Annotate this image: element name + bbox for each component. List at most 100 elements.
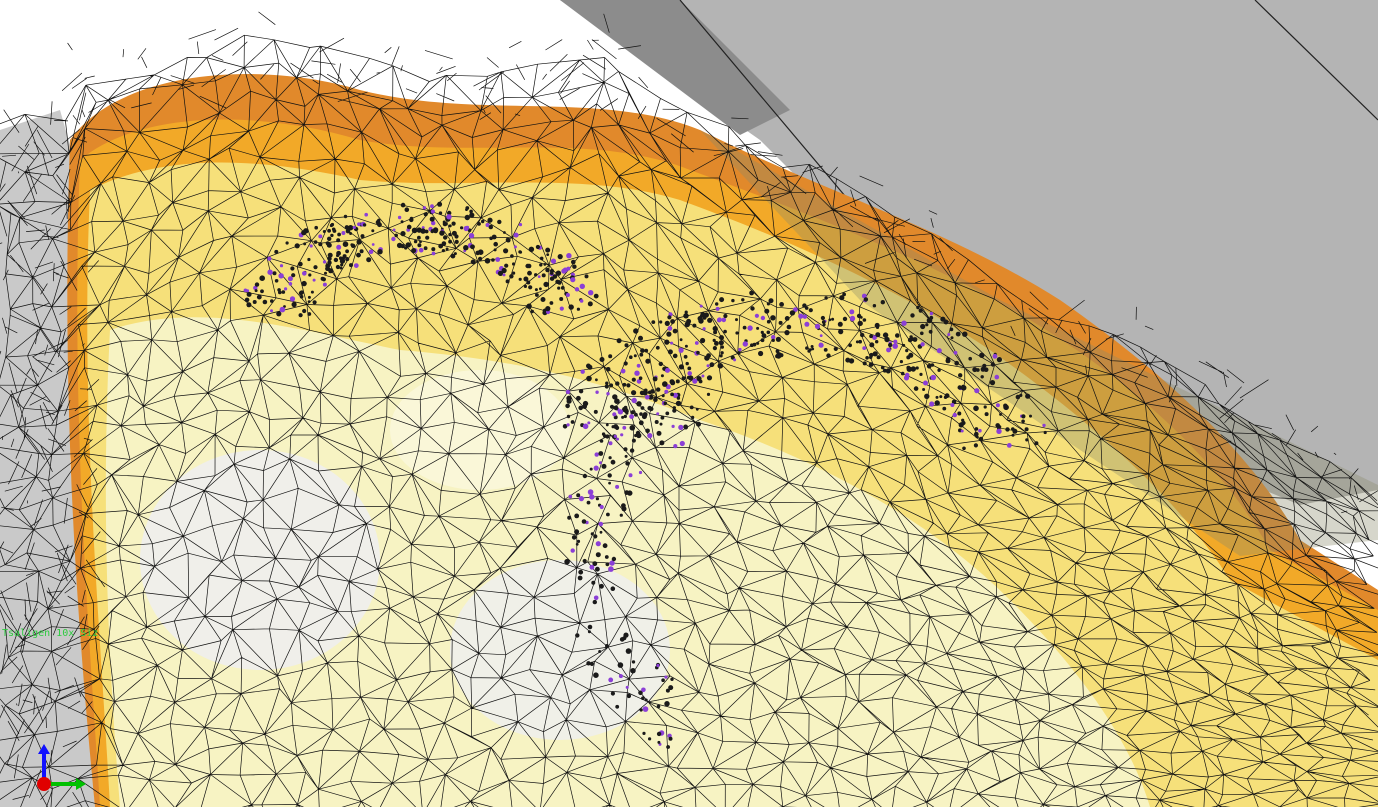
point-marker [629, 355, 633, 360]
point-marker [322, 282, 327, 287]
point-marker [995, 403, 1000, 408]
point-marker [839, 295, 845, 301]
point-marker [621, 415, 625, 419]
point-marker [441, 249, 445, 253]
point-marker [411, 227, 418, 234]
point-marker [622, 425, 627, 430]
point-marker [925, 323, 929, 327]
point-marker [488, 224, 493, 230]
point-marker [417, 243, 422, 248]
point-marker [960, 429, 964, 433]
point-marker [849, 309, 855, 315]
point-marker [543, 281, 549, 288]
point-marker [880, 300, 885, 305]
point-marker [539, 287, 542, 291]
point-marker [614, 406, 619, 411]
point-marker [717, 363, 724, 369]
axes-triad-icon[interactable] [28, 740, 92, 804]
point-marker [285, 241, 289, 245]
point-marker [562, 424, 568, 429]
point-marker [526, 303, 532, 309]
point-marker [630, 410, 636, 415]
point-marker [764, 308, 770, 314]
point-marker [664, 389, 669, 394]
point-marker [657, 740, 661, 744]
point-marker [998, 425, 1002, 429]
point-marker [303, 242, 307, 246]
point-marker [345, 249, 349, 254]
point-marker [980, 375, 984, 379]
point-marker [695, 407, 699, 411]
point-marker [733, 358, 737, 362]
point-marker [642, 706, 649, 712]
point-marker [523, 284, 528, 288]
point-marker [973, 443, 979, 448]
point-marker [784, 330, 790, 336]
point-marker [659, 320, 663, 324]
point-marker [623, 447, 628, 452]
point-cloud [243, 201, 1047, 749]
point-marker [477, 222, 481, 226]
point-marker [344, 225, 349, 230]
point-marker [615, 381, 620, 386]
point-marker [639, 708, 643, 712]
point-marker [396, 242, 403, 249]
point-marker [335, 264, 340, 270]
point-marker [609, 404, 615, 409]
point-marker [560, 286, 565, 290]
point-marker [429, 216, 435, 222]
point-marker [771, 338, 775, 342]
point-marker [418, 247, 424, 253]
point-marker [299, 290, 304, 295]
point-marker [696, 421, 701, 427]
point-marker [625, 685, 629, 689]
point-marker [929, 311, 934, 316]
point-marker [675, 400, 682, 407]
point-marker [308, 273, 312, 277]
point-marker [431, 251, 436, 256]
point-marker [742, 341, 748, 347]
point-marker [468, 233, 475, 239]
point-marker [534, 288, 538, 292]
point-marker [302, 271, 307, 276]
point-marker [609, 560, 615, 566]
point-marker [804, 321, 810, 327]
point-marker [579, 283, 585, 289]
point-marker [503, 248, 509, 254]
point-marker [700, 337, 706, 344]
point-marker [608, 481, 611, 485]
point-marker [660, 374, 664, 378]
point-marker [565, 293, 570, 297]
point-marker [628, 473, 633, 478]
point-marker [336, 238, 341, 243]
point-marker [958, 373, 963, 378]
point-marker [908, 352, 914, 358]
point-marker [972, 367, 978, 373]
point-marker [658, 361, 663, 367]
point-marker [670, 319, 675, 324]
point-marker [949, 327, 954, 332]
point-marker [712, 346, 718, 351]
point-marker [561, 268, 567, 274]
point-marker [918, 308, 923, 313]
point-marker [549, 301, 554, 305]
point-marker [687, 371, 692, 376]
point-marker [545, 267, 550, 273]
point-marker [679, 338, 683, 342]
point-marker [582, 558, 587, 564]
point-marker [766, 319, 771, 324]
point-marker [331, 227, 336, 232]
point-marker [454, 239, 459, 244]
point-marker [935, 395, 939, 399]
point-marker [630, 668, 636, 674]
point-marker [327, 256, 332, 261]
point-marker [463, 245, 469, 251]
point-marker [550, 271, 554, 275]
point-marker [784, 316, 790, 321]
point-marker [310, 290, 314, 294]
point-marker [301, 280, 307, 287]
point-marker [404, 246, 408, 250]
point-marker [441, 241, 447, 246]
